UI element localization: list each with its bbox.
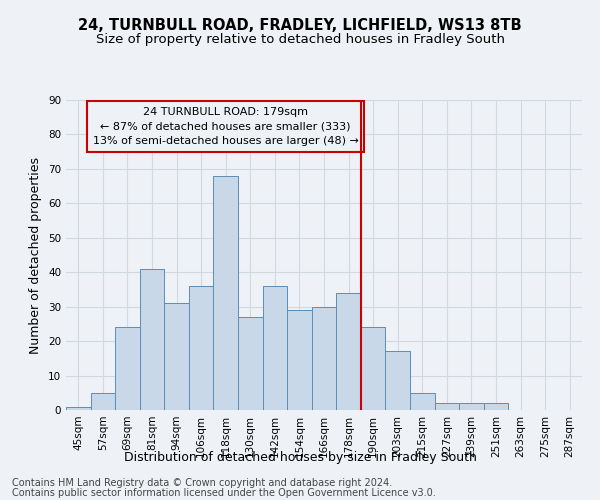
Bar: [434, 403, 459, 410]
Text: Contains HM Land Registry data © Crown copyright and database right 2024.: Contains HM Land Registry data © Crown c…: [12, 478, 392, 488]
Bar: [238, 317, 263, 410]
Bar: [140, 269, 164, 410]
Bar: [91, 393, 115, 410]
Bar: [66, 406, 91, 410]
Y-axis label: Number of detached properties: Number of detached properties: [29, 156, 43, 354]
Bar: [115, 328, 140, 410]
Text: Size of property relative to detached houses in Fradley South: Size of property relative to detached ho…: [95, 32, 505, 46]
Bar: [385, 352, 410, 410]
Text: 24, TURNBULL ROAD, FRADLEY, LICHFIELD, WS13 8TB: 24, TURNBULL ROAD, FRADLEY, LICHFIELD, W…: [78, 18, 522, 32]
Bar: [263, 286, 287, 410]
Bar: [361, 328, 385, 410]
Text: Distribution of detached houses by size in Fradley South: Distribution of detached houses by size …: [124, 451, 476, 464]
Bar: [336, 293, 361, 410]
Bar: [164, 303, 189, 410]
Bar: [287, 310, 312, 410]
Bar: [214, 176, 238, 410]
Text: 24 TURNBULL ROAD: 179sqm
← 87% of detached houses are smaller (333)
13% of semi-: 24 TURNBULL ROAD: 179sqm ← 87% of detach…: [93, 107, 359, 146]
Bar: [189, 286, 214, 410]
Bar: [459, 403, 484, 410]
Bar: [484, 403, 508, 410]
Bar: [410, 393, 434, 410]
Bar: [312, 306, 336, 410]
Text: Contains public sector information licensed under the Open Government Licence v3: Contains public sector information licen…: [12, 488, 436, 498]
